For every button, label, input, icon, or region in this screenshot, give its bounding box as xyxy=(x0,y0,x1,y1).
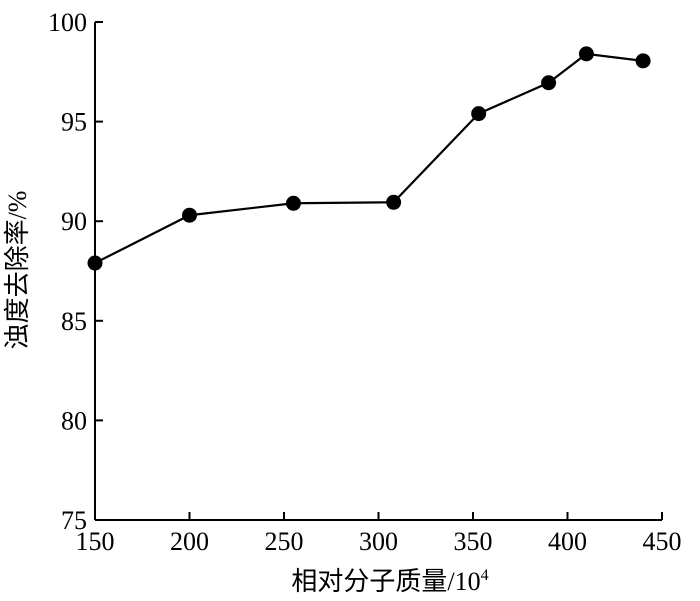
x-axis-title-superscript: 4 xyxy=(481,567,489,584)
data-point xyxy=(471,106,487,122)
data-point xyxy=(635,53,651,69)
x-axis-ticks: 150 200 250 300 350 400 450 xyxy=(76,512,682,556)
x-tick-label: 200 xyxy=(170,527,209,556)
x-tick-label: 150 xyxy=(76,527,115,556)
y-tick-label: 75 xyxy=(61,506,87,535)
data-point xyxy=(285,195,301,211)
series-lines xyxy=(94,52,644,265)
series-points xyxy=(87,46,651,271)
data-point xyxy=(578,46,594,62)
x-axis-title: 相对分子质量/104 xyxy=(291,567,488,596)
y-tick-label: 85 xyxy=(61,307,87,336)
x-tick-label: 300 xyxy=(359,527,398,556)
x-axis-title-text: 相对分子质量/10 xyxy=(291,567,480,596)
y-tick-label: 90 xyxy=(61,207,87,236)
y-axis-ticks: 75 80 85 90 95 100 xyxy=(48,8,103,535)
axes xyxy=(94,22,662,521)
x-tick-label: 450 xyxy=(643,527,682,556)
data-point xyxy=(541,75,557,91)
y-axis-title: 浊度去除率/% xyxy=(3,191,32,350)
x-tick-label: 400 xyxy=(548,527,587,556)
x-tick-label: 350 xyxy=(454,527,493,556)
x-tick-label: 250 xyxy=(265,527,304,556)
y-tick-label: 100 xyxy=(48,8,87,37)
series-line xyxy=(94,52,644,265)
y-tick-label: 80 xyxy=(61,406,87,435)
data-point xyxy=(386,194,402,210)
y-tick-label: 95 xyxy=(61,108,87,137)
data-point xyxy=(182,207,197,223)
